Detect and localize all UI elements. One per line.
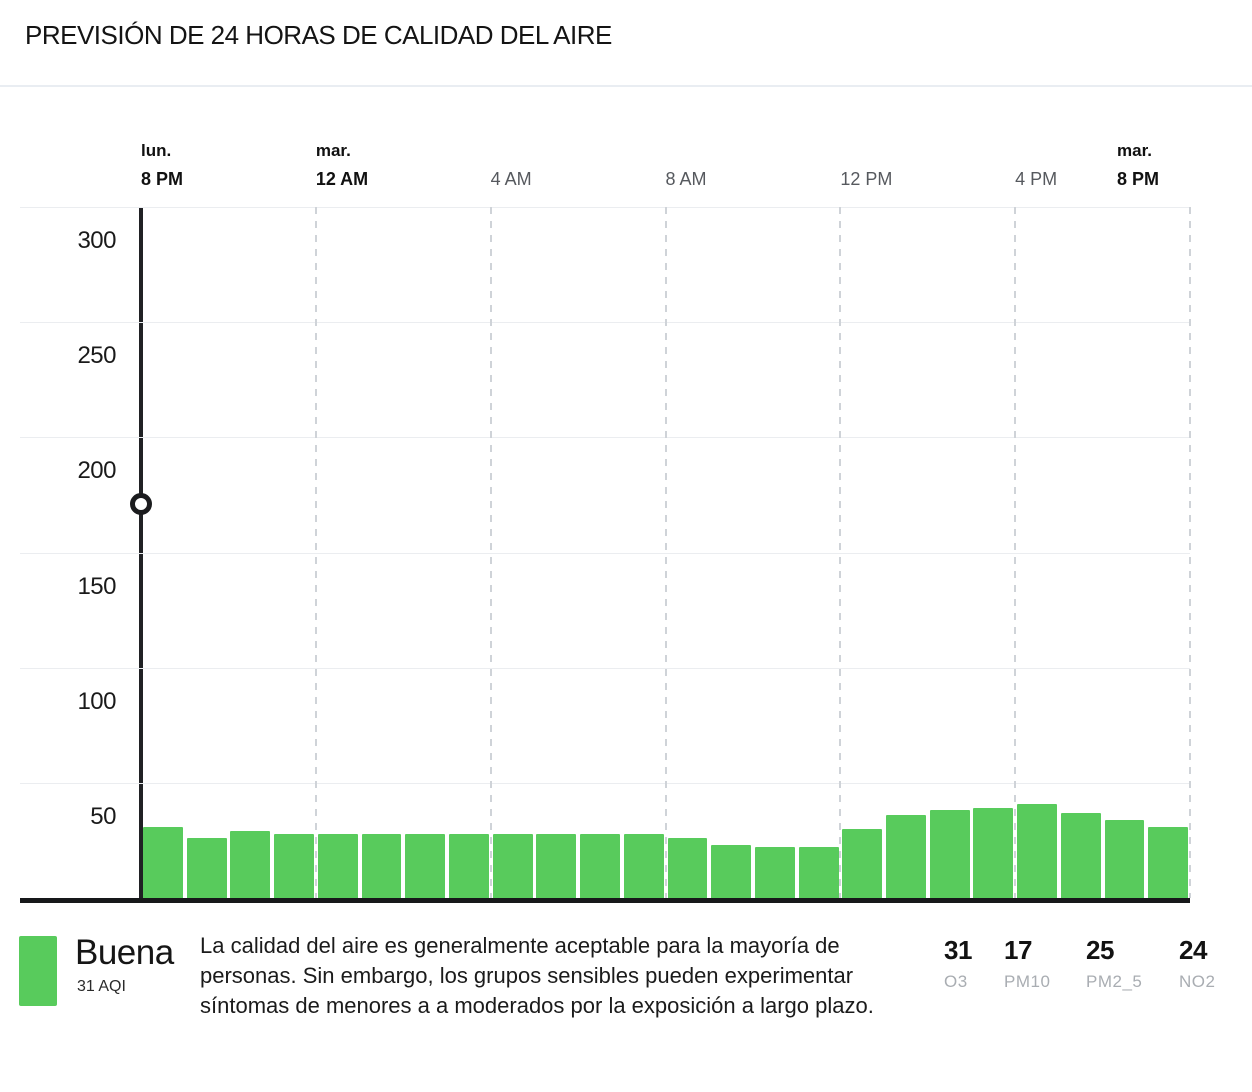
x-axis-tick: 8 AM <box>666 141 707 190</box>
x-axis-day-label <box>666 141 707 169</box>
aqi-description: La calidad del aire es generalmente acep… <box>200 933 874 1018</box>
x-axis-hour-label: 8 PM <box>1117 169 1160 189</box>
pollutant-no2: 24 NO2 <box>1179 935 1215 992</box>
pollutant-label: PM10 <box>1004 972 1051 991</box>
x-gridline-dashed <box>1189 207 1191 898</box>
aqi-category-swatch <box>19 936 57 1006</box>
x-axis-line <box>20 898 1190 903</box>
pollutant-value: 24 <box>1179 935 1207 965</box>
y-axis-label: 150 <box>77 572 116 600</box>
aqi-bar[interactable] <box>711 845 752 898</box>
x-axis-tick: 4 AM <box>491 141 532 190</box>
aqi-bar[interactable] <box>361 833 402 898</box>
aqi-bar[interactable] <box>1017 803 1058 898</box>
aqi-bar[interactable] <box>317 833 358 898</box>
x-axis-day-label: mar. <box>315 141 351 160</box>
y-axis-label: 300 <box>77 227 116 254</box>
x-axis-tick: lun. 8 PM <box>141 141 183 190</box>
x-axis-tick: 4 PM <box>1015 141 1057 190</box>
aqi-bar[interactable] <box>580 833 620 898</box>
x-axis-day-label: lun. <box>141 141 172 160</box>
aqi-bar[interactable] <box>1104 819 1145 898</box>
scrubber-handle[interactable] <box>130 493 152 516</box>
aqi-bar[interactable] <box>448 833 489 898</box>
y-axis-label: 100 <box>77 687 116 715</box>
aqi-bar[interactable] <box>230 831 271 898</box>
page-title: PREVISIÓN DE 24 HORAS DE CALIDAD DEL AIR… <box>25 20 612 50</box>
x-axis-hour-label: 4 AM <box>490 169 532 189</box>
x-axis-day-label: mar. <box>1117 141 1152 160</box>
aqi-bar[interactable] <box>143 826 183 898</box>
aqi-bar[interactable] <box>274 833 315 898</box>
x-gridline-dashed <box>839 207 842 898</box>
pollutant-value: 25 <box>1086 935 1114 965</box>
x-axis-hour-label: 8 PM <box>141 169 184 189</box>
x-gridline-dashed <box>314 207 317 898</box>
y-gridline <box>20 437 1190 439</box>
x-axis-tick: mar. 8 PM <box>1117 141 1159 190</box>
aqi-bar[interactable] <box>798 847 839 898</box>
pollutant-value: 31 <box>944 935 972 965</box>
y-axis-label: 200 <box>77 457 116 485</box>
x-axis-hour-label: 4 PM <box>1015 169 1058 189</box>
chart-plot[interactable]: 50 100 150 200 250 300 <box>20 207 1191 903</box>
y-gridline <box>20 782 1190 784</box>
x-axis-day-label <box>491 141 532 169</box>
x-axis-tick: mar. 12 AM <box>316 141 368 190</box>
aqi-bar[interactable] <box>623 833 664 898</box>
x-axis-day-label <box>840 141 892 169</box>
y-gridline <box>20 322 1190 324</box>
aqi-bar[interactable] <box>1148 826 1189 898</box>
pollutant-pm2_5: 25 PM2_5 <box>1086 935 1142 992</box>
pollutant-o3: 31 O3 <box>944 935 972 992</box>
aqi-bar[interactable] <box>842 828 883 898</box>
y-gridline <box>20 552 1190 554</box>
x-gridline-dashed <box>489 207 492 898</box>
aqi-bar[interactable] <box>886 815 926 898</box>
aqi-bar[interactable] <box>929 810 970 898</box>
aqi-bar[interactable] <box>754 847 795 898</box>
pollutant-value: 17 <box>1004 935 1032 965</box>
aqi-bar[interactable] <box>1060 812 1101 898</box>
aqi-bar[interactable] <box>536 833 577 898</box>
aqi-bar[interactable] <box>667 838 708 898</box>
time-axis: lun. 8 PM mar. 12 AM 4 AM 8 AM 12 PM 4 PM mar. 8 … <box>20 141 1200 203</box>
pollutant-label: O3 <box>944 972 968 991</box>
y-axis-label: 250 <box>77 342 116 370</box>
x-axis-tick: 12 PM <box>840 141 892 190</box>
y-gridline <box>20 207 1190 208</box>
aqi-bar[interactable] <box>405 833 446 898</box>
aqi-category-label: Buena <box>75 933 174 972</box>
x-axis-hour-label: 12 AM <box>315 169 369 189</box>
forecast-chart: lun. 8 PM mar. 12 AM 4 AM 8 AM 12 PM 4 PM mar. 8 … <box>20 141 1200 903</box>
header-divider <box>0 85 1252 87</box>
pollutant-label: PM2_5 <box>1086 972 1143 991</box>
x-gridline-dashed <box>664 207 667 898</box>
aqi-bar[interactable] <box>973 808 1014 898</box>
x-axis-hour-label: 8 AM <box>665 169 707 189</box>
aqi-current-value: 31 AQI <box>77 978 126 995</box>
x-axis-hour-label: 12 PM <box>840 169 893 189</box>
x-axis-day-label <box>1015 141 1057 169</box>
pollutant-label: NO2 <box>1179 972 1216 991</box>
y-gridline <box>20 667 1190 669</box>
aqi-bar[interactable] <box>186 838 227 898</box>
x-gridline-dashed <box>1014 207 1017 898</box>
aqi-bar[interactable] <box>492 833 533 898</box>
pollutant-pm10: 17 PM10 <box>1004 935 1050 992</box>
y-axis-label: 50 <box>90 802 116 830</box>
aqi-legend: Buena 31 AQI La calidad del aire es gene… <box>0 925 1252 1085</box>
